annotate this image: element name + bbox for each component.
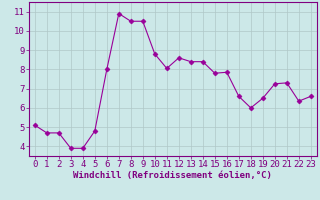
- X-axis label: Windchill (Refroidissement éolien,°C): Windchill (Refroidissement éolien,°C): [73, 171, 272, 180]
